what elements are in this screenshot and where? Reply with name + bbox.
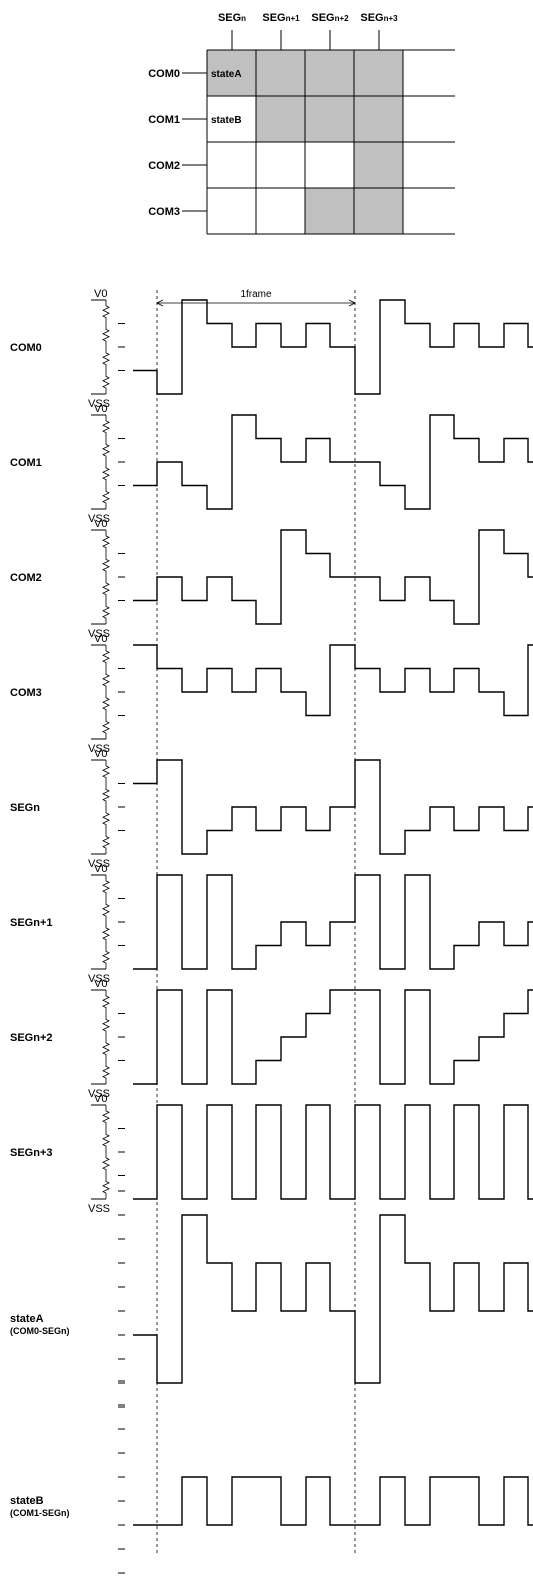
waveform-label: SEGn+2 <box>10 1032 53 1044</box>
timing-waveforms: 1frameCOM0V0VSSCOM1V0VSSCOM2V0VSSCOM3V0V… <box>10 288 533 1574</box>
waveform-label: COM3 <box>10 687 42 699</box>
supply-bottom-label: VSS <box>88 628 110 640</box>
supply-bottom-label: VSS <box>88 973 110 985</box>
lit-cell <box>207 50 256 96</box>
waveform-trace <box>133 299 533 395</box>
cell-label: stateB <box>211 115 242 126</box>
waveform-label: SEGn+3 <box>10 1147 53 1159</box>
supply-divider-resistors <box>102 415 110 509</box>
supply-bottom-label: VSS <box>88 1088 110 1100</box>
supply-divider-resistors <box>102 530 110 624</box>
lit-cell <box>305 96 354 142</box>
waveform-trace <box>133 989 533 1085</box>
lit-cell <box>354 188 403 234</box>
waveform-trace <box>133 874 533 970</box>
supply-divider-resistors <box>102 645 110 739</box>
waveform-label: stateA <box>10 1313 44 1325</box>
supply-bottom-label: VSS <box>88 513 110 525</box>
waveform-label: (COM1-SEGn) <box>10 1508 70 1518</box>
waveform-6: SEGn+2 V0 VSS <box>10 978 533 1100</box>
segment-header: SEGn+1 <box>262 12 300 24</box>
supply-top-label: V0 <box>94 978 107 990</box>
supply-top-label: V0 <box>94 518 107 530</box>
supply-bottom-label: VSS <box>88 398 110 410</box>
waveform-3: COM3 V0 VSS <box>10 633 533 755</box>
cell-label: stateA <box>211 69 242 80</box>
supply-top-label: V0 <box>94 1093 107 1105</box>
frame-label: 1frame <box>240 289 272 300</box>
waveform-7: SEGn+3 V0 VSS <box>10 1093 533 1215</box>
lit-cell <box>305 188 354 234</box>
waveform-0: COM0 V0 VSS <box>10 288 533 410</box>
waveform-2: COM2 V0 VSS <box>10 518 533 640</box>
waveform-label: stateB <box>10 1495 44 1507</box>
waveform-trace <box>133 1214 533 1384</box>
waveform-1: COM1 V0 VSS <box>10 403 533 525</box>
supply-bottom-label: VSS <box>88 743 110 755</box>
lit-cell <box>305 50 354 96</box>
supply-bottom-label: VSS <box>88 1203 110 1215</box>
waveform-label: COM2 <box>10 572 42 584</box>
supply-top-label: V0 <box>94 633 107 645</box>
common-label: COM0 <box>148 68 180 80</box>
waveform-trace <box>133 414 533 510</box>
lit-cell <box>256 96 305 142</box>
lit-cell <box>256 50 305 96</box>
waveform-5: SEGn+1 V0 VSS <box>10 863 533 985</box>
waveform-label: SEGn+1 <box>10 917 53 929</box>
waveform-8: stateA(COM0-SEGn) <box>10 1190 533 1408</box>
supply-bottom-label: VSS <box>88 858 110 870</box>
segment-header: SEGn+3 <box>360 12 398 24</box>
segment-header: SEGn+2 <box>311 12 349 24</box>
waveform-trace <box>133 1476 533 1526</box>
waveform-9: stateB(COM1-SEGn) <box>10 1380 533 1574</box>
supply-divider-resistors <box>102 1105 110 1199</box>
lit-cell <box>354 96 403 142</box>
frame-arrow-right-head <box>348 299 356 307</box>
waveform-trace <box>133 644 533 717</box>
waveform-trace <box>133 1104 533 1200</box>
waveform-4: SEGn V0 VSS <box>10 748 533 870</box>
supply-top-label: V0 <box>94 288 107 300</box>
common-label: COM2 <box>148 160 180 172</box>
supply-divider-resistors <box>102 300 110 394</box>
segment-header: SEGn <box>218 12 246 24</box>
supply-divider-resistors <box>102 875 110 969</box>
supply-divider-resistors <box>102 760 110 854</box>
waveform-label: COM1 <box>10 457 42 469</box>
waveform-trace <box>133 759 533 855</box>
common-label: COM3 <box>148 206 180 218</box>
lit-cell <box>354 142 403 188</box>
supply-top-label: V0 <box>94 863 107 875</box>
common-label: COM1 <box>148 114 180 126</box>
frame-arrow-left-head <box>156 299 164 307</box>
lit-cell <box>354 50 403 96</box>
supply-top-label: V0 <box>94 403 107 415</box>
segment-common-matrix: SEGn SEGn+1 SEGn+2 SEGn+3 COM0 COM1 COM2 COM3 st… <box>148 12 455 235</box>
supply-divider-resistors <box>102 990 110 1084</box>
waveform-label: COM0 <box>10 342 42 354</box>
waveform-label: (COM0-SEGn) <box>10 1326 70 1336</box>
supply-top-label: V0 <box>94 748 107 760</box>
waveform-trace <box>133 529 533 625</box>
waveform-label: SEGn <box>10 802 40 814</box>
